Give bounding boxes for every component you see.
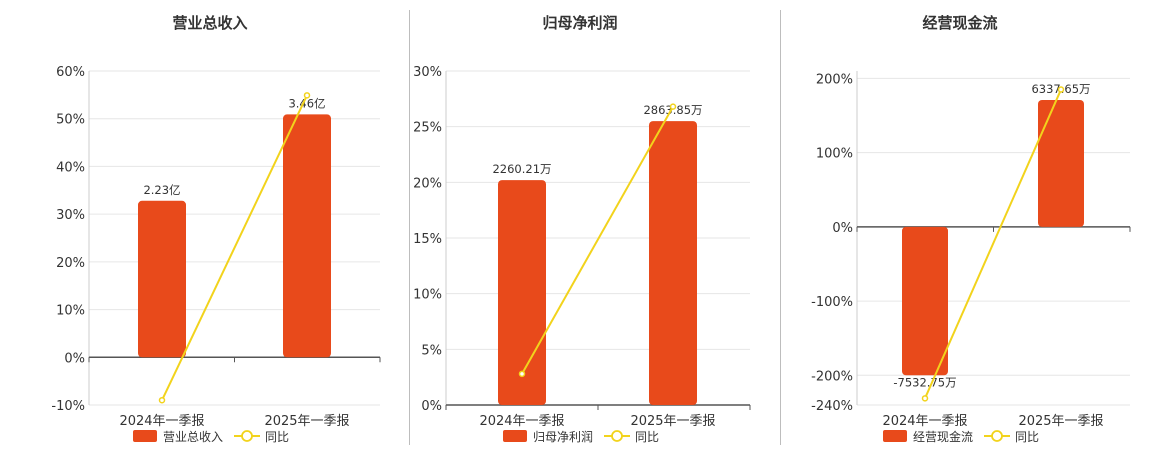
legend-bar-label: 经营现金流 [913,429,973,444]
y-tick-label: 200% [816,72,853,87]
chart-panel-1: 营业总收入 -10% 0% 10% 20% 30% 40% 50% 60% 2024年一季报 202… [51,14,381,444]
panel-divider-1 [409,10,410,445]
y-tick-label: -200% [811,369,853,384]
legend-line-label: 同比 [1015,430,1039,444]
legend-line-marker [611,430,623,442]
y-tick-label: 25% [413,121,442,136]
y-tick-label: 30% [56,208,85,223]
yoy-point [921,395,929,402]
y-tick-label: 100% [816,147,853,162]
chart-panel-3: 经营现金流 -240% -200% -100% 0% 100% 200% 2024年一季报 20… [811,14,1131,444]
chart-title: 归母净利润 [542,14,617,32]
legend-line-label: 同比 [635,430,659,444]
yoy-point [158,396,166,404]
legend-bar-swatch [883,430,907,442]
yoy-line [924,89,1062,399]
y-tick-label: 20% [56,256,85,271]
x-tick-label: 2025年一季报 [630,414,715,429]
y-tick-label: -10% [51,399,85,414]
yoy-point [1057,86,1065,93]
legend-line-marker [991,430,1003,442]
yoy-point [518,370,526,378]
yoy-line [161,94,308,401]
panel-divider-2 [780,10,781,445]
y-tick-label: 0% [421,399,442,414]
chart-title: 经营现金流 [922,14,997,32]
bar [138,200,186,358]
chart-title: 营业总收入 [172,14,247,32]
y-tick-label: 40% [56,160,85,175]
bar [902,226,948,376]
chart-panel-2: 归母净利润 0% 5% 10% 15% 20% 25% 30% 2024年一季报 2025年一季报… [413,14,751,444]
legend-line-marker [241,430,253,442]
y-tick-label: -100% [811,295,853,310]
y-tick-label: 60% [56,65,85,80]
bar-data-label: 2.23亿 [143,183,180,197]
y-tick-label: 0% [64,351,85,366]
x-tick-label: 2024年一季报 [882,414,967,429]
bar [1038,99,1084,227]
yoy-point [303,92,311,99]
bar-data-label: -7532.75万 [893,375,956,389]
x-tick-label: 2025年一季报 [264,414,349,429]
y-tick-label: 20% [413,176,442,191]
y-tick-label: 50% [56,113,85,128]
legend-bar-swatch [503,430,527,442]
x-tick-label: 2024年一季报 [479,414,564,429]
bar-data-label: 3.46亿 [288,96,325,110]
yoy-line [521,106,674,375]
y-tick-label: 10% [56,304,85,319]
y-tick-label: 30% [413,65,442,80]
legend-line-label: 同比 [265,430,289,444]
y-tick-label: 5% [421,343,442,358]
legend-bar-label: 营业总收入 [163,430,223,444]
y-tick-label: -240% [811,399,853,414]
bar-data-label: 2863.85万 [643,103,702,117]
bar [283,114,331,358]
bar [498,180,546,405]
y-tick-label: 15% [413,232,442,247]
y-tick-label: 10% [413,288,442,303]
legend-bar-swatch [133,430,157,442]
yoy-point [669,103,677,110]
x-tick-label: 2024年一季报 [119,414,204,429]
legend-bar-label: 归母净利润 [533,430,593,444]
bar-data-label: 2260.21万 [492,162,551,176]
y-tick-label: 0% [832,221,853,236]
bar [649,121,697,405]
x-tick-label: 2025年一季报 [1018,414,1103,429]
